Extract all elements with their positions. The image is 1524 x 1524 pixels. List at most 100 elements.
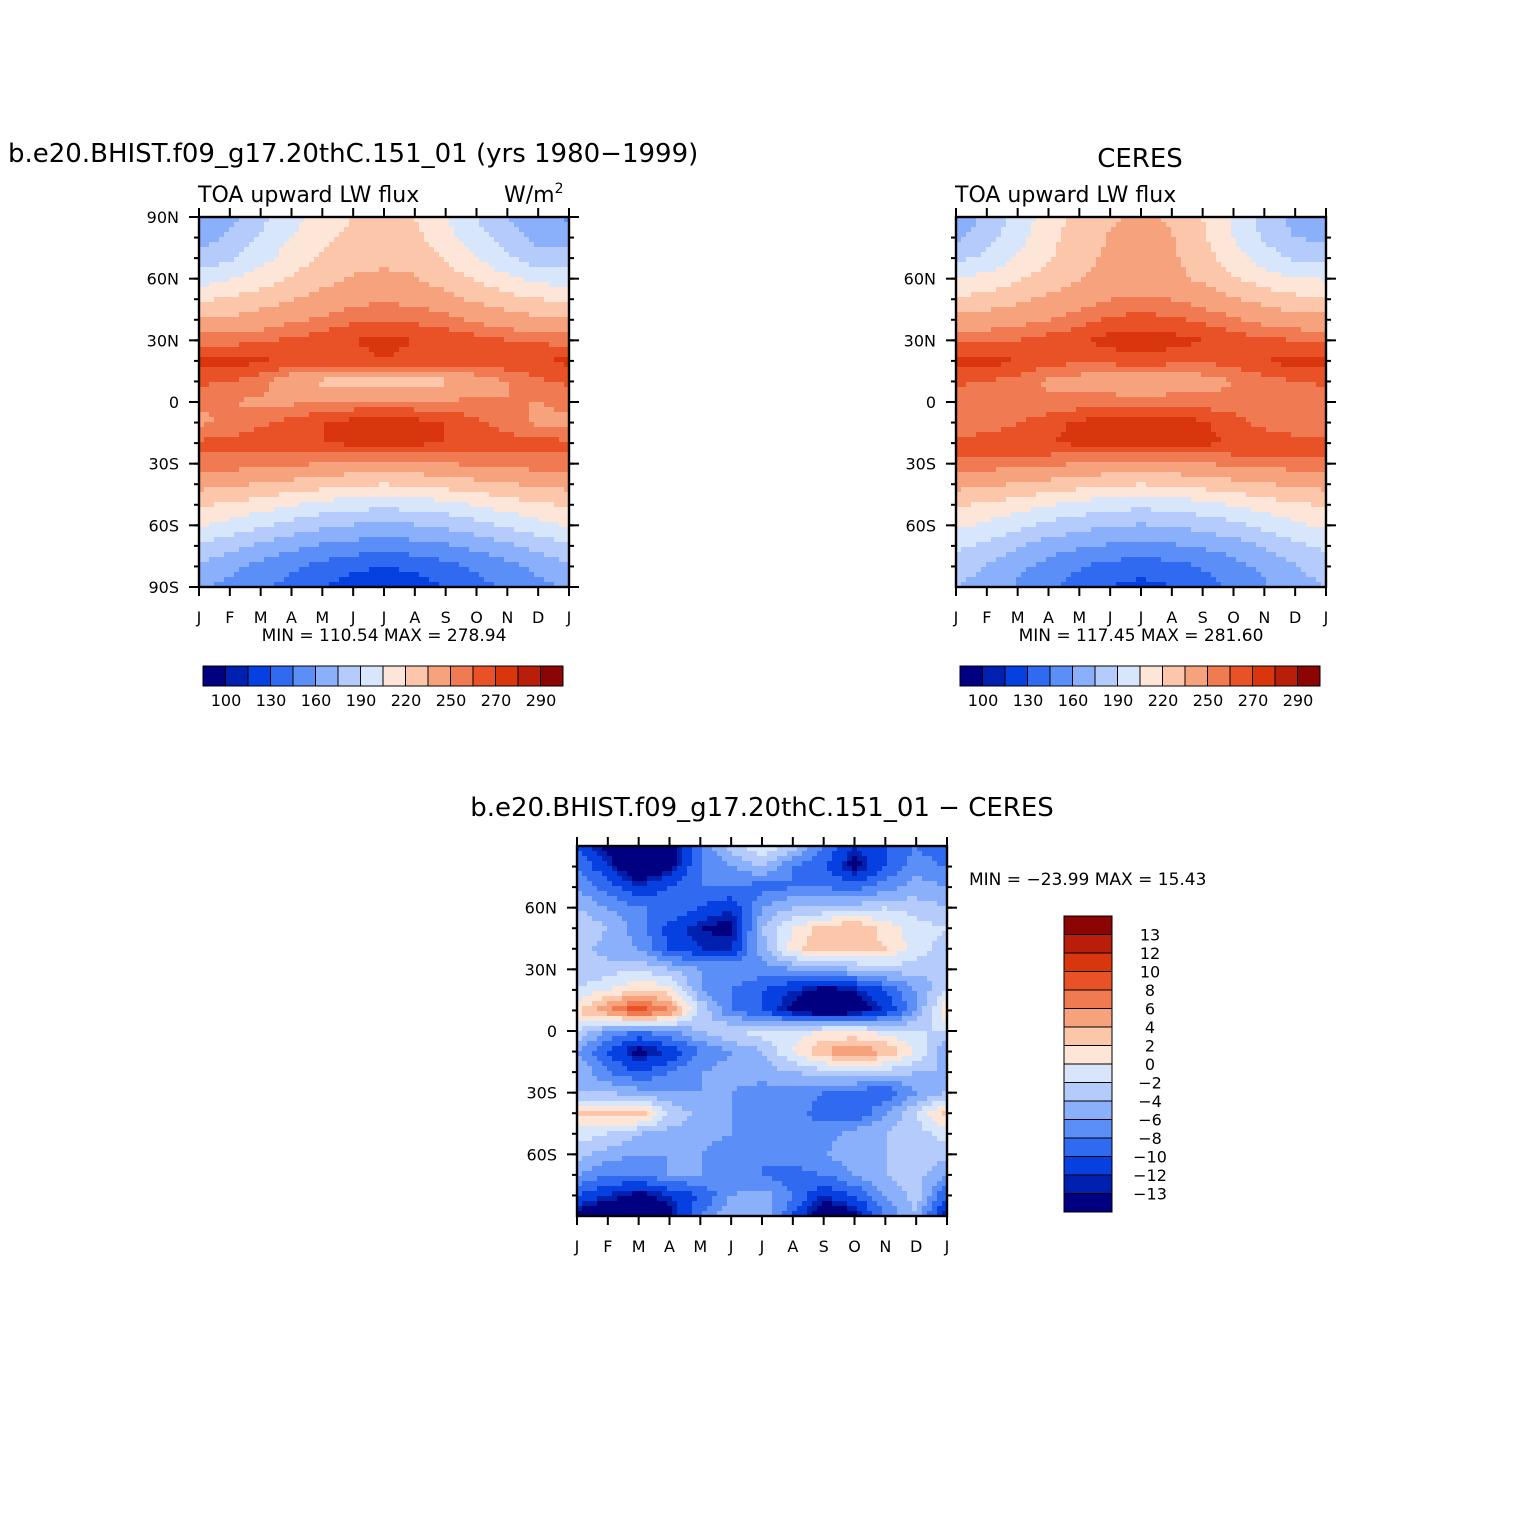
- field-cell: [404, 347, 410, 353]
- field-cell: [509, 407, 515, 413]
- field-cell: [359, 292, 365, 298]
- field-cell: [244, 532, 250, 538]
- field-cell: [334, 432, 340, 438]
- field-cell: [239, 547, 245, 553]
- field-cell: [284, 467, 290, 473]
- field-cell: [329, 442, 335, 448]
- field-cell: [419, 437, 425, 443]
- field-cell: [309, 372, 315, 378]
- field-cell: [294, 382, 300, 388]
- field-cell: [224, 477, 230, 483]
- field-cell: [479, 522, 485, 528]
- field-cell: [364, 322, 370, 328]
- field-cell: [229, 272, 235, 278]
- field-cell: [254, 547, 260, 553]
- field-cell: [309, 457, 315, 463]
- field-cell: [484, 382, 490, 388]
- field-cell: [409, 322, 415, 328]
- field-cell: [389, 527, 395, 533]
- field-cell: [339, 412, 345, 418]
- field-cell: [289, 457, 295, 463]
- field-cell: [264, 442, 270, 448]
- field-cell: [539, 527, 545, 533]
- field-cell: [514, 307, 520, 313]
- field-cell: [324, 287, 330, 293]
- field-cell: [399, 427, 405, 433]
- field-cell: [559, 337, 565, 343]
- field-cell: [499, 342, 505, 348]
- field-cell: [229, 357, 235, 363]
- field-cell: [559, 322, 565, 328]
- field-cell: [339, 487, 345, 493]
- field-cell: [359, 217, 365, 223]
- field-cell: [519, 357, 525, 363]
- field-cell: [544, 352, 550, 358]
- field-cell: [269, 537, 275, 543]
- field-cell: [479, 272, 485, 278]
- field-cell: [309, 447, 315, 453]
- field-cell: [434, 407, 440, 413]
- panel-model-subtitle: TOA upward LW flux: [197, 183, 419, 208]
- field-cell: [494, 247, 500, 253]
- field-cell: [239, 487, 245, 493]
- field-cell: [429, 412, 435, 418]
- field-cell: [294, 287, 300, 293]
- field-cell: [304, 402, 310, 408]
- field-cell: [404, 537, 410, 543]
- field-cell: [494, 412, 500, 418]
- field-cell: [459, 407, 465, 413]
- field-cell: [529, 232, 535, 238]
- field-cell: [404, 242, 410, 248]
- field-cell: [339, 457, 345, 463]
- field-cell: [359, 337, 365, 343]
- field-cell: [484, 407, 490, 413]
- field-cell: [239, 372, 245, 378]
- field-cell: [324, 267, 330, 273]
- field-cell: [224, 447, 230, 453]
- field-cell: [214, 302, 220, 308]
- field-cell: [534, 422, 540, 428]
- field-cell: [269, 412, 275, 418]
- field-cell: [379, 502, 385, 508]
- field-cell: [534, 417, 540, 423]
- field-cell: [264, 397, 270, 403]
- field-cell: [219, 522, 225, 528]
- field-cell: [504, 327, 510, 333]
- field-cell: [509, 427, 515, 433]
- field-cell: [389, 417, 395, 423]
- field-cell: [279, 362, 285, 368]
- field-cell: [434, 422, 440, 428]
- field-cell: [539, 512, 545, 518]
- field-cell: [204, 452, 210, 458]
- field-cell: [214, 297, 220, 303]
- field-cell: [314, 457, 320, 463]
- field-cell: [469, 452, 475, 458]
- field-cell: [379, 432, 385, 438]
- field-cell: [299, 367, 305, 373]
- field-cell: [564, 532, 570, 538]
- field-cell: [474, 352, 480, 358]
- field-cell: [204, 482, 210, 488]
- field-cell: [279, 247, 285, 253]
- field-cell: [519, 347, 525, 353]
- field-cell: [254, 272, 260, 278]
- field-cell: [269, 447, 275, 453]
- field-cell: [359, 537, 365, 543]
- field-cell: [204, 427, 210, 433]
- field-cell: [339, 347, 345, 353]
- field-cell: [294, 387, 300, 393]
- field-cell: [489, 467, 495, 473]
- field-cell: [504, 222, 510, 228]
- field-cell: [539, 237, 545, 243]
- field-cell: [394, 472, 400, 478]
- field-cell: [269, 517, 275, 523]
- field-cell: [399, 227, 405, 233]
- field-cell: [514, 342, 520, 348]
- field-cell: [274, 517, 280, 523]
- field-cell: [329, 392, 335, 398]
- field-cell: [334, 517, 340, 523]
- field-cell: [419, 257, 425, 263]
- field-cell: [489, 317, 495, 323]
- field-cell: [459, 272, 465, 278]
- field-cell: [484, 252, 490, 258]
